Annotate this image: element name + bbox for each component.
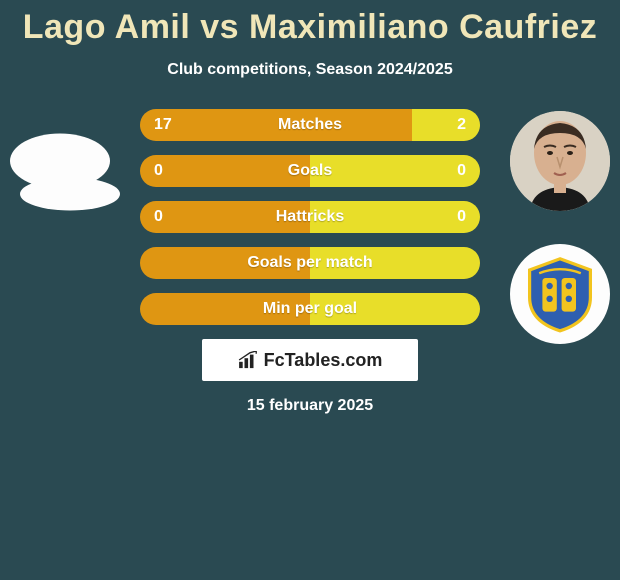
bar-chart-icon	[238, 351, 260, 369]
subtitle: Club competitions, Season 2024/2025	[0, 61, 620, 79]
stat-bar-left-value: 0	[154, 201, 163, 233]
stat-bar-row: Matches17 2	[140, 109, 480, 141]
team-right-crest-icon	[520, 254, 600, 334]
stat-bar-label: Hattricks	[140, 201, 480, 233]
stat-bar-label: Min per goal	[140, 293, 480, 325]
comparison-content: Matches172Goals00Hattricks00Goals per ma…	[0, 109, 620, 415]
stat-bar-label: Goals per match	[140, 247, 480, 279]
stat-bar-row: Goals0 0	[140, 155, 480, 187]
stat-bar-row: Hattricks0 0	[140, 201, 480, 233]
page-title: Lago Amil vs Maximiliano Caufriez	[0, 0, 620, 47]
comparison-date: 15 february 2025	[0, 397, 620, 415]
stat-bar-row: Min per goal	[140, 293, 480, 325]
stat-bar-row: Goals per match	[140, 247, 480, 279]
logo-text: FcTables.com	[264, 350, 383, 371]
stat-bar-right-value: 2	[457, 109, 466, 141]
team-left-badge	[20, 178, 120, 211]
stat-bar-right-value: 0	[457, 201, 466, 233]
fctables-logo: FcTables.com	[202, 339, 418, 381]
stat-bar-label: Matches	[140, 109, 480, 141]
player-right-avatar	[510, 111, 610, 211]
stat-bar-left-value: 0	[154, 155, 163, 187]
stat-bar-right-value: 0	[457, 155, 466, 187]
stat-bar-label: Goals	[140, 155, 480, 187]
stat-bars: Matches172Goals00Hattricks00Goals per ma…	[140, 109, 480, 325]
player-right-face-icon	[510, 111, 610, 211]
stat-bar-left-value: 17	[154, 109, 172, 141]
team-right-badge	[510, 244, 610, 344]
